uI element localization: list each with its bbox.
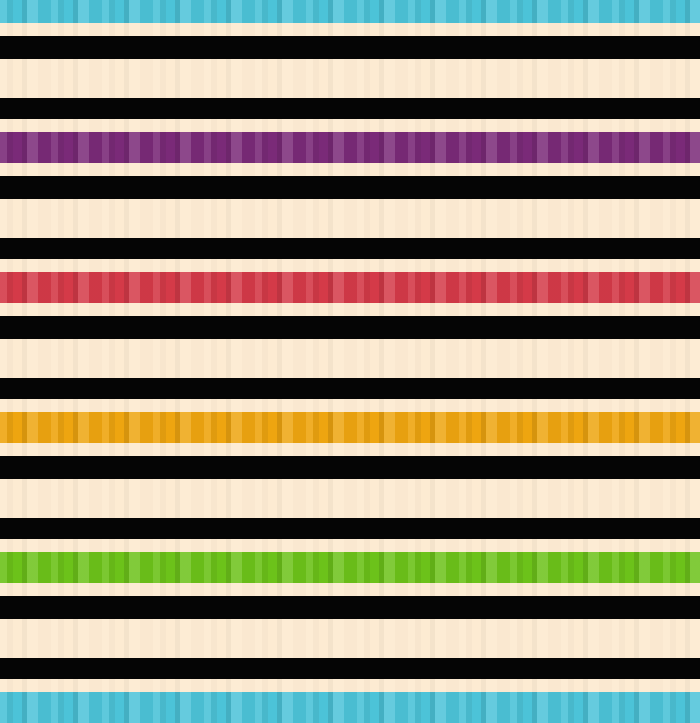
cream-stripe bbox=[0, 339, 700, 378]
cream-stripe bbox=[0, 679, 700, 692]
orange-stripe bbox=[0, 412, 700, 443]
black-stripe bbox=[0, 456, 700, 479]
black-stripe bbox=[0, 596, 700, 619]
black-stripe bbox=[0, 36, 700, 59]
cream-stripe bbox=[0, 59, 700, 98]
cream-stripe bbox=[0, 399, 700, 412]
cream-stripe bbox=[0, 259, 700, 272]
cream-stripe bbox=[0, 539, 700, 552]
red-stripe bbox=[0, 272, 700, 303]
cream-stripe bbox=[0, 583, 700, 596]
cream-stripe bbox=[0, 163, 700, 176]
cream-stripe bbox=[0, 23, 700, 36]
black-stripe bbox=[0, 378, 700, 399]
cream-stripe bbox=[0, 199, 700, 238]
cyan-stripe bbox=[0, 692, 700, 723]
cream-stripe bbox=[0, 303, 700, 316]
cyan-stripe bbox=[0, 0, 700, 23]
cream-stripe bbox=[0, 443, 700, 456]
black-stripe bbox=[0, 98, 700, 119]
black-stripe bbox=[0, 316, 700, 339]
green-stripe bbox=[0, 552, 700, 583]
cream-stripe bbox=[0, 619, 700, 658]
black-stripe bbox=[0, 518, 700, 539]
cream-stripe bbox=[0, 479, 700, 518]
black-stripe bbox=[0, 238, 700, 259]
black-stripe bbox=[0, 176, 700, 199]
purple-stripe bbox=[0, 132, 700, 163]
cream-stripe bbox=[0, 119, 700, 132]
black-stripe bbox=[0, 658, 700, 679]
